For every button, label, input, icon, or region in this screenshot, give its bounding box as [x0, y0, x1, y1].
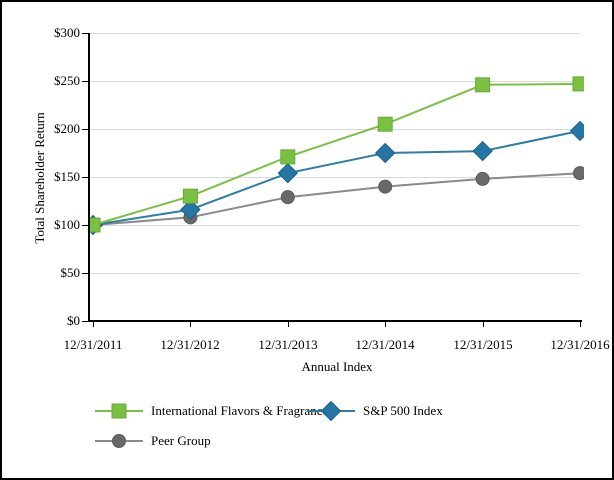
- y-tick-label: $0: [67, 313, 80, 328]
- x-tick-label: 12/31/2015: [453, 337, 513, 352]
- y-tick-label: $200: [54, 121, 80, 136]
- x-tick-label: 12/31/2012: [160, 337, 220, 352]
- x-tick: [483, 322, 484, 327]
- y-tick: [82, 33, 90, 34]
- blue-diamond-marker-icon: [307, 401, 355, 421]
- y-tick: [82, 273, 90, 274]
- green-square-marker-icon: [95, 403, 143, 419]
- legend-label-peer-group: Peer Group: [151, 433, 211, 448]
- x-tick-label: 12/31/2011: [63, 337, 123, 352]
- gray-circle-marker-icon: [95, 434, 143, 448]
- x-tick-label: 12/31/2014: [355, 337, 415, 352]
- y-tick-label: $50: [60, 265, 81, 280]
- y-tick: [82, 129, 90, 130]
- x-axis-title: Annual Index: [301, 359, 373, 374]
- y-tick-label: $150: [54, 169, 80, 184]
- x-tick: [385, 322, 386, 327]
- y-tick-label: $250: [54, 73, 80, 88]
- legend-item-iff: International Flavors & Fragrances: [95, 401, 333, 421]
- x-axis-line: [88, 320, 582, 322]
- y-axis-line: [88, 33, 90, 322]
- plot-area: [90, 33, 584, 274]
- y-tick: [82, 321, 90, 322]
- legend-label-iff: International Flavors & Fragrances: [151, 403, 334, 418]
- x-tick: [93, 322, 94, 327]
- y-tick: [82, 177, 90, 178]
- x-tick-label: 12/31/2016: [550, 337, 610, 352]
- y-tick-label: $100: [54, 217, 80, 232]
- x-tick-label: 12/31/2013: [258, 337, 318, 352]
- x-tick: [190, 322, 191, 327]
- y-tick: [82, 81, 90, 82]
- x-tick: [288, 322, 289, 327]
- legend-item-peer-group: Peer Group: [95, 431, 211, 451]
- y-tick-label: $300: [54, 25, 80, 40]
- legend-label-sp500: S&P 500 Index: [363, 403, 443, 418]
- x-tick: [580, 322, 581, 327]
- legend-item-sp500: S&P 500 Index: [307, 401, 443, 421]
- y-tick: [82, 225, 90, 226]
